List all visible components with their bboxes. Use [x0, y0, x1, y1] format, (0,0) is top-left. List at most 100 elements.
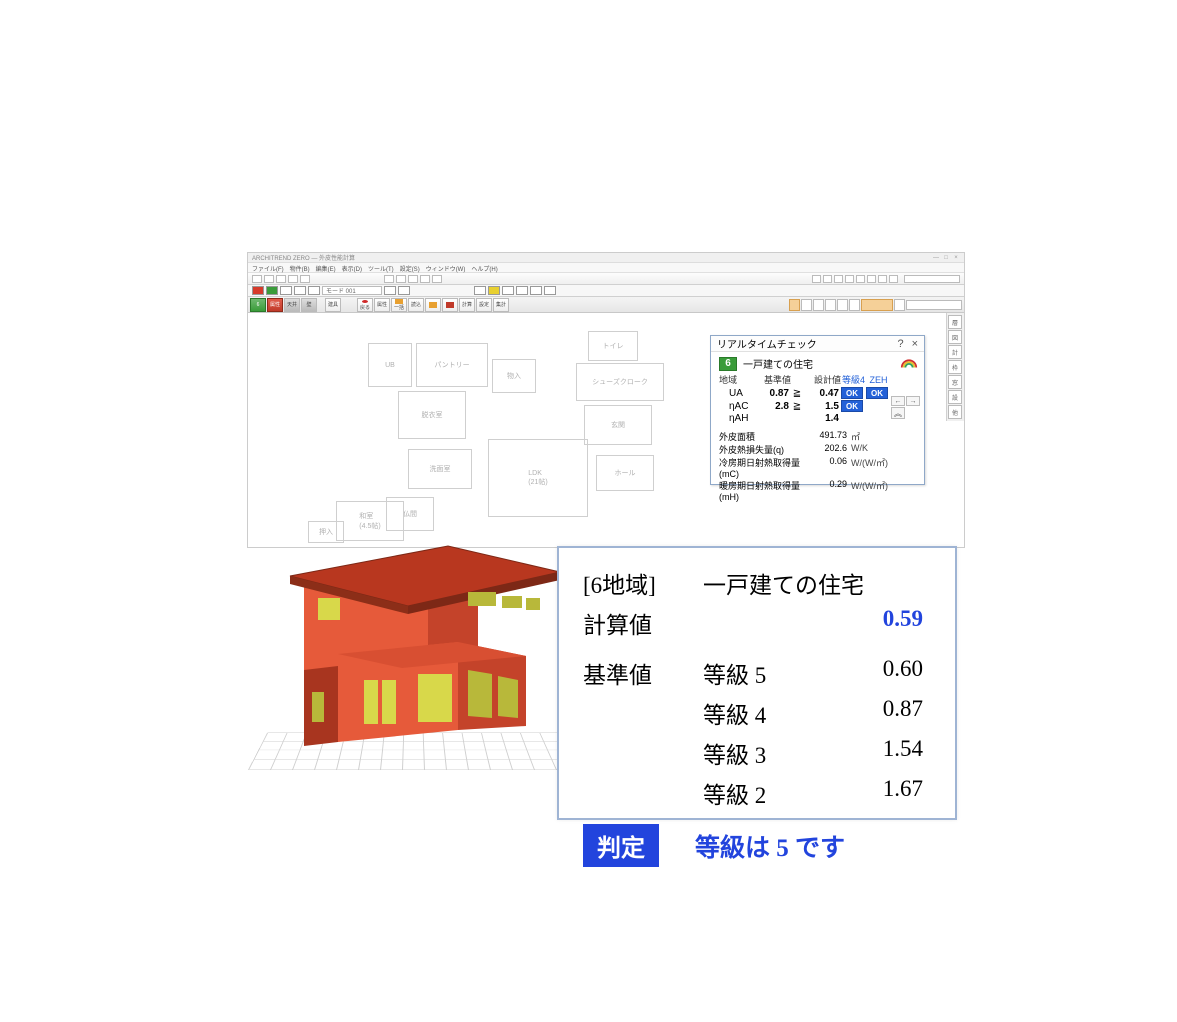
search-box[interactable]: [906, 300, 962, 310]
mode-badge[interactable]: [294, 286, 306, 295]
close-button[interactable]: ×: [912, 338, 918, 350]
mode-badge[interactable]: [516, 286, 528, 295]
toolbar-button[interactable]: [889, 275, 898, 283]
side-button[interactable]: 計: [948, 345, 962, 359]
summary-button[interactable]: 集計: [493, 298, 509, 312]
attrib-button[interactable]: 属性: [267, 298, 283, 312]
right-button[interactable]: [813, 299, 824, 311]
spacer: [703, 606, 843, 640]
mode-badge[interactable]: [308, 286, 320, 295]
row-name: UA: [719, 388, 753, 399]
menu-object[interactable]: 物件(B): [290, 264, 310, 271]
batch-button[interactable]: 一括: [391, 298, 407, 312]
side-toolbar: 層 図 計 枠 窓 設 他: [946, 313, 964, 421]
row-name: ηAH: [719, 413, 753, 424]
detail-unit: W/(W/㎡): [851, 456, 901, 479]
detail-value: 0.06: [811, 456, 851, 479]
toolbar-button[interactable]: [396, 275, 406, 283]
toolbar-button[interactable]: [408, 275, 418, 283]
nav-left-button[interactable]: ←: [891, 396, 905, 406]
toolbar-button[interactable]: [264, 275, 274, 283]
floorplan-room: UB: [368, 343, 412, 387]
side-button[interactable]: 層: [948, 315, 962, 329]
right-button[interactable]: [825, 299, 836, 311]
opening-button[interactable]: 建具: [325, 298, 341, 312]
mode-badge[interactable]: [384, 286, 396, 295]
window-close-button[interactable]: ×: [952, 255, 960, 261]
toolbar-top: [248, 273, 964, 285]
grade-name: 等級 4: [703, 696, 843, 730]
side-button[interactable]: 窓: [948, 375, 962, 389]
floorplan-room: シューズクローク: [576, 363, 664, 401]
detail-label: 暖房期日射熱取得量(mH): [719, 479, 811, 502]
menu-settings[interactable]: 設定(S): [400, 264, 420, 271]
side-button[interactable]: 枠: [948, 360, 962, 374]
right-button[interactable]: [894, 299, 905, 311]
floorplan: UBパントリー物入トイレシューズクローク脱衣室玄関洗面室LDK (21帖)ホール…: [288, 321, 708, 541]
side-button[interactable]: 設: [948, 390, 962, 404]
toolbar-button[interactable]: [384, 275, 394, 283]
tool-button[interactable]: [425, 298, 441, 312]
window-maximize-button[interactable]: □: [942, 255, 950, 261]
mode-badge[interactable]: [398, 286, 410, 295]
wall-button[interactable]: 壁: [301, 298, 317, 312]
toolbar-button[interactable]: [823, 275, 832, 283]
toolbar-button[interactable]: [300, 275, 310, 283]
menu-help[interactable]: ヘルプ(H): [471, 264, 497, 271]
mode-badge[interactable]: [266, 286, 278, 295]
toolbar-button[interactable]: [432, 275, 442, 283]
right-button[interactable]: [861, 299, 893, 311]
col-standard: 基準値: [753, 373, 791, 386]
toolbar-button[interactable]: [867, 275, 876, 283]
attr2-button[interactable]: 属性: [374, 298, 390, 312]
right-button[interactable]: [837, 299, 848, 311]
btn-label: 天井: [287, 301, 297, 308]
menu-view[interactable]: 表示(D): [342, 264, 362, 271]
stop-button[interactable]: 戻る: [357, 298, 373, 312]
mode-badge[interactable]: [502, 286, 514, 295]
help-button[interactable]: ?: [897, 338, 903, 350]
calc-button[interactable]: 計算: [459, 298, 475, 312]
mode-badge[interactable]: [530, 286, 542, 295]
mode-badge[interactable]: [252, 286, 264, 295]
toolbar-button[interactable]: [834, 275, 843, 283]
tool-button[interactable]: [442, 298, 458, 312]
menu-file[interactable]: ファイル(F): [252, 264, 284, 271]
mode-label: モード 001: [326, 286, 356, 295]
toolbar-button[interactable]: [856, 275, 865, 283]
mode-combobox[interactable]: モード 001: [322, 286, 382, 295]
import-button[interactable]: 読込: [408, 298, 424, 312]
mode-badge[interactable]: [488, 286, 500, 295]
toolbar-button[interactable]: [420, 275, 430, 283]
ceiling-button[interactable]: 天井: [284, 298, 300, 312]
side-button[interactable]: 他: [948, 405, 962, 419]
config-button[interactable]: 設定: [476, 298, 492, 312]
mode-badge[interactable]: [544, 286, 556, 295]
grade-value: 1.67: [843, 776, 923, 810]
toolbar-button[interactable]: [878, 275, 887, 283]
right-button[interactable]: [801, 299, 812, 311]
toolbar-button[interactable]: [845, 275, 854, 283]
mode-badge[interactable]: [474, 286, 486, 295]
region-button[interactable]: 6: [250, 298, 266, 312]
toolbar-button[interactable]: [252, 275, 262, 283]
toolbar-button[interactable]: [288, 275, 298, 283]
toolbar-button[interactable]: [276, 275, 286, 283]
side-button[interactable]: 図: [948, 330, 962, 344]
mode-badge[interactable]: [280, 286, 292, 295]
toolbar-button[interactable]: [812, 275, 821, 283]
floorplan-room: トイレ: [588, 331, 638, 361]
right-button[interactable]: [849, 299, 860, 311]
col-zeh[interactable]: ZEH: [866, 375, 891, 385]
rainbow-icon: [900, 356, 918, 370]
menu-window[interactable]: ウィンドウ(W): [426, 264, 466, 271]
nav-up-button[interactable]: ︽: [891, 407, 905, 419]
search-input[interactable]: [904, 275, 960, 283]
window-minimize-button[interactable]: —: [932, 255, 940, 261]
col-grade[interactable]: 等級4: [841, 373, 866, 386]
menu-tools[interactable]: ツール(T): [368, 264, 394, 271]
nav-right-button[interactable]: →: [906, 396, 920, 406]
menu-edit[interactable]: 編集(E): [316, 264, 336, 271]
house-svg: [268, 520, 568, 755]
right-button[interactable]: [789, 299, 800, 311]
